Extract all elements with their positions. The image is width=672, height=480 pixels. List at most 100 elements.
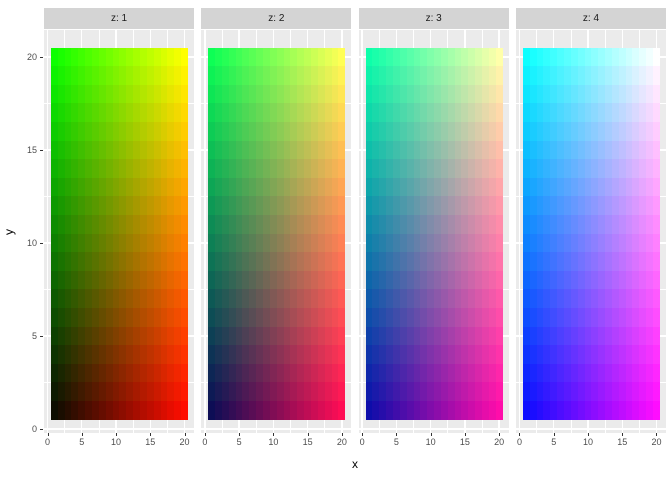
heatmap-tile: [146, 196, 154, 216]
heatmap-tile: [639, 84, 647, 104]
heatmap-tile: [57, 233, 65, 253]
heatmap-tile: [78, 215, 86, 234]
heatmap-tile: [543, 382, 551, 402]
heatmap-tile: [304, 326, 311, 346]
heatmap-tile: [64, 84, 72, 104]
heatmap-tile: [105, 47, 113, 67]
heatmap-tile: [399, 308, 407, 327]
heatmap-tile: [249, 363, 257, 383]
heatmap-tile: [392, 196, 400, 216]
heatmap-tile: [256, 326, 264, 346]
heatmap-tile: [181, 196, 188, 216]
heatmap-tile: [584, 289, 592, 309]
heatmap-tile: [235, 252, 243, 271]
heatmap-tile: [365, 270, 373, 290]
heatmap-tile: [310, 196, 318, 216]
heatmap-tile: [181, 215, 188, 234]
heatmap-tile: [618, 289, 626, 309]
heatmap-tile: [181, 270, 188, 290]
heatmap-tile: [160, 345, 168, 364]
heatmap-tile: [372, 233, 380, 253]
heatmap-tile: [399, 382, 407, 402]
heatmap-tile: [290, 159, 298, 178]
heatmap-tile: [468, 66, 476, 85]
heatmap-tile: [618, 345, 626, 364]
heatmap-tile: [235, 233, 243, 253]
heatmap-tile: [71, 47, 79, 67]
heatmap-tile: [570, 84, 578, 104]
heatmap-tile: [591, 270, 599, 290]
heatmap-tile: [290, 47, 298, 67]
heatmap-tile: [406, 363, 414, 383]
heatmap-tile: [468, 122, 476, 141]
heatmap-tile: [372, 196, 380, 216]
heatmap-tile: [146, 363, 154, 383]
heatmap-tile: [406, 233, 414, 253]
heatmap-tile: [625, 196, 633, 216]
heatmap-tile: [482, 196, 489, 216]
heatmap-tile: [221, 345, 229, 364]
heatmap-tile: [646, 345, 654, 364]
heatmap-tile: [338, 177, 346, 197]
heatmap-tile: [365, 47, 373, 67]
heatmap-tile: [290, 140, 298, 160]
heatmap-tile: [447, 215, 455, 234]
heatmap-tile: [263, 196, 270, 216]
heatmap-tile: [317, 66, 325, 85]
heatmap-tile: [160, 140, 168, 160]
heatmap-tile: [276, 363, 284, 383]
heatmap-tile: [167, 308, 175, 327]
heatmap-tile: [536, 177, 544, 197]
heatmap-tile: [331, 401, 339, 420]
heatmap-tile: [174, 401, 182, 420]
heatmap-tile: [625, 308, 633, 327]
heatmap-tile: [139, 270, 147, 290]
heatmap-tile: [92, 215, 99, 234]
heatmap-tile: [482, 289, 489, 309]
heatmap-tile: [105, 159, 113, 178]
heatmap-tile: [324, 233, 332, 253]
heatmap-tile: [646, 103, 654, 123]
heatmap-tile: [543, 84, 551, 104]
heatmap-tile: [50, 103, 58, 123]
heatmap-tile: [221, 66, 229, 85]
heatmap-tile: [386, 84, 393, 104]
heatmap-tile: [386, 308, 393, 327]
heatmap-tile: [522, 233, 530, 253]
heatmap-tile: [242, 215, 250, 234]
heatmap-tile: [611, 66, 619, 85]
heatmap-tile: [290, 326, 298, 346]
heatmap-tile: [475, 345, 482, 364]
heatmap-tile: [461, 401, 469, 420]
heatmap-tile: [324, 363, 332, 383]
heatmap-tile: [133, 401, 140, 420]
heatmap-tile: [406, 345, 414, 364]
heatmap-tile: [434, 196, 441, 216]
heatmap-tile: [386, 47, 393, 67]
heatmap-tile: [427, 66, 435, 85]
heatmap-tile: [263, 103, 270, 123]
heatmap-tile: [290, 401, 298, 420]
heatmap-tile: [475, 47, 482, 67]
heatmap-tile: [577, 103, 585, 123]
heatmap-tile: [406, 177, 414, 197]
heatmap-tile: [557, 233, 564, 253]
heatmap-tile: [522, 345, 530, 364]
heatmap-tile: [174, 270, 182, 290]
heatmap-tile: [304, 363, 311, 383]
heatmap-tile: [126, 103, 134, 123]
heatmap-tile: [427, 345, 435, 364]
heatmap-tile: [153, 233, 161, 253]
heatmap-tile: [372, 159, 380, 178]
heatmap-tile: [263, 308, 270, 327]
heatmap-tile: [639, 270, 647, 290]
heatmap-tile: [461, 140, 469, 160]
heatmap-tile: [133, 196, 140, 216]
heatmap-tile: [242, 233, 250, 253]
heatmap-tile: [386, 252, 393, 271]
heatmap-tile: [591, 140, 599, 160]
heatmap-tile: [297, 84, 305, 104]
heatmap-tile: [625, 363, 633, 383]
heatmap-tile: [605, 252, 612, 271]
heatmap-tile: [167, 122, 175, 141]
